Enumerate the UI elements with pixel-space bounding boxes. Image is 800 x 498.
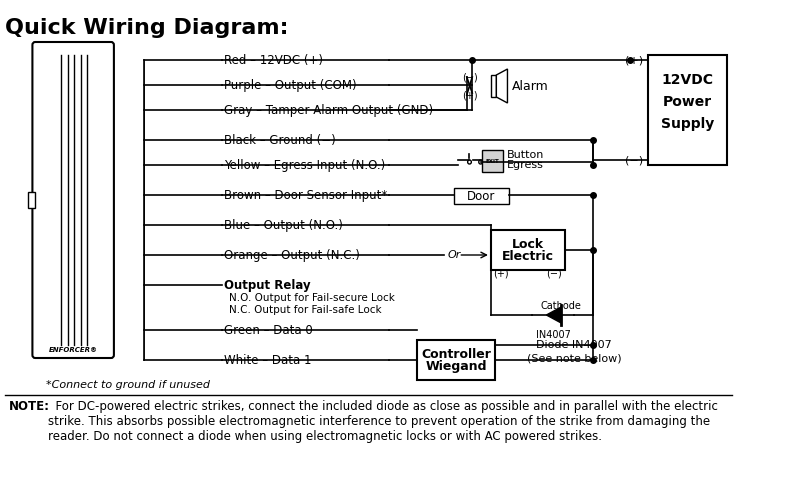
Text: Output Relay: Output Relay (224, 278, 310, 291)
Text: Brown – Door Sensor Input*: Brown – Door Sensor Input* (224, 189, 387, 202)
Text: Diode IN4007: Diode IN4007 (536, 340, 612, 350)
Text: *Connect to ground if unused: *Connect to ground if unused (46, 380, 210, 390)
Bar (490, 230, 565, 270)
Polygon shape (496, 69, 507, 103)
Text: Red – 12VDC (+): Red – 12VDC (+) (224, 53, 323, 67)
Text: Power: Power (663, 95, 712, 109)
Text: Quick Wiring Diagram:: Quick Wiring Diagram: (5, 18, 288, 38)
Text: (−): (−) (546, 268, 562, 278)
Bar (454, 188, 510, 204)
Text: Button: Button (506, 150, 544, 160)
Text: ENFORCER®: ENFORCER® (49, 347, 98, 353)
Text: Gray – Tamper Alarm Output (GND): Gray – Tamper Alarm Output (GND) (224, 104, 434, 117)
Text: For DC-powered electric strikes, connect the included diode as close as possible: For DC-powered electric strikes, connect… (48, 400, 718, 443)
Bar (482, 150, 503, 172)
Text: Egress: Egress (506, 160, 543, 170)
Bar (417, 340, 495, 380)
Text: Purple – Output (COM): Purple – Output (COM) (224, 79, 357, 92)
Text: N.O. Output for Fail-secure Lock: N.O. Output for Fail-secure Lock (229, 293, 394, 303)
Text: Supply: Supply (661, 117, 714, 131)
Text: Controller: Controller (421, 348, 491, 361)
Text: 12VDC: 12VDC (662, 73, 714, 87)
Text: Green – Data 0: Green – Data 0 (224, 324, 313, 337)
Text: Black – Ground (−): Black – Ground (−) (224, 133, 336, 146)
Text: White – Data 1: White – Data 1 (224, 354, 311, 367)
Text: IN4007: IN4007 (536, 330, 571, 340)
Text: Alarm: Alarm (512, 80, 549, 93)
Polygon shape (546, 307, 561, 323)
Bar (490, 75, 496, 97)
Text: Lock: Lock (512, 238, 544, 250)
Text: Yellow – Egress Input (N.O.): Yellow – Egress Input (N.O.) (224, 158, 386, 171)
Bar (648, 55, 727, 165)
Text: Door: Door (467, 190, 496, 203)
Bar (28, 192, 35, 208)
Text: (−): (−) (462, 72, 478, 82)
FancyBboxPatch shape (33, 42, 114, 358)
Text: EXIT: EXIT (486, 158, 499, 163)
Text: (+): (+) (462, 90, 478, 100)
Text: (+): (+) (494, 268, 509, 278)
Text: Blue – Output (N.O.): Blue – Output (N.O.) (224, 219, 343, 232)
Text: (See note below): (See note below) (527, 353, 622, 363)
Text: (+): (+) (626, 55, 643, 65)
Text: Wiegand: Wiegand (426, 360, 487, 373)
Text: Electric: Electric (502, 249, 554, 262)
Text: Or: Or (447, 250, 461, 260)
Text: Cathode: Cathode (541, 301, 582, 311)
Text: NOTE:: NOTE: (10, 400, 50, 413)
Text: (−): (−) (626, 155, 643, 165)
Text: Orange – Output (N.C.): Orange – Output (N.C.) (224, 249, 360, 261)
Text: N.C. Output for Fail-safe Lock: N.C. Output for Fail-safe Lock (229, 305, 382, 315)
